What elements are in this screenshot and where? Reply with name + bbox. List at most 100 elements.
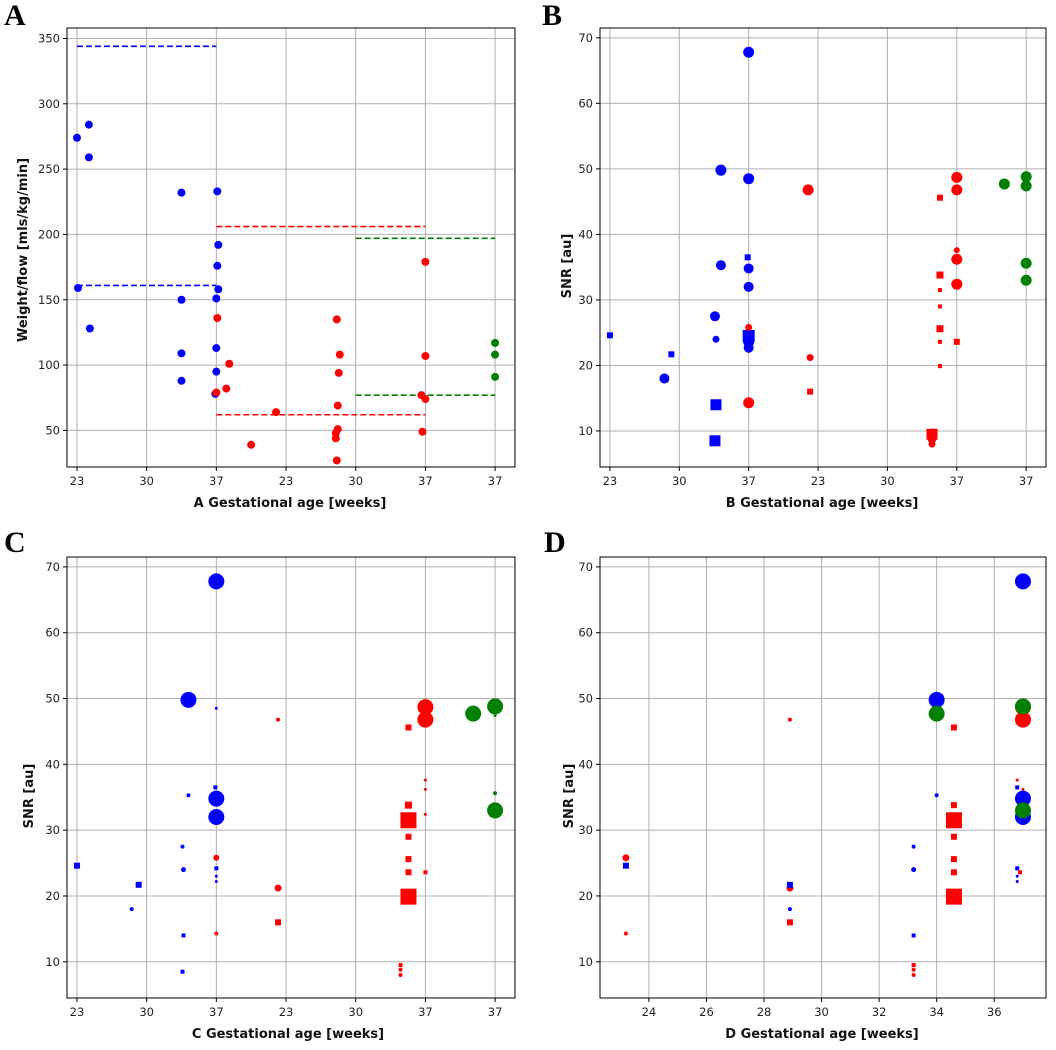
data-point-red bbox=[213, 854, 220, 861]
x-tick-label: 37 bbox=[418, 474, 433, 488]
plot-frame bbox=[599, 556, 1047, 999]
data-point-blue bbox=[606, 332, 613, 339]
y-tick-label: 60 bbox=[578, 626, 593, 640]
y-tick-label: 60 bbox=[45, 626, 60, 640]
y-axis-label: SNR [au] bbox=[560, 234, 575, 299]
data-point-red bbox=[423, 778, 427, 782]
data-point-green bbox=[1020, 274, 1032, 286]
data-point-green bbox=[1020, 257, 1032, 269]
x-axis-label: C Gestational age [weeks] bbox=[192, 1027, 384, 1042]
y-tick-label: 30 bbox=[578, 293, 593, 307]
panel-letter: D bbox=[544, 526, 566, 559]
data-point-green bbox=[493, 714, 497, 718]
data-point-red bbox=[333, 401, 342, 410]
x-tick-label: 30 bbox=[672, 474, 687, 488]
data-point-blue bbox=[180, 969, 185, 974]
x-tick-label: 24 bbox=[642, 1005, 657, 1019]
data-point-blue bbox=[186, 793, 191, 798]
data-point-red bbox=[950, 856, 957, 863]
data-point-red bbox=[400, 888, 417, 905]
data-point-red bbox=[398, 967, 403, 972]
x-tick-label: 36 bbox=[987, 1005, 1002, 1019]
data-point-blue bbox=[84, 120, 93, 129]
data-point-red bbox=[745, 323, 753, 331]
x-tick-label: 28 bbox=[757, 1005, 772, 1019]
data-point-blue bbox=[715, 260, 726, 271]
data-point-green bbox=[465, 705, 482, 722]
y-tick-label: 70 bbox=[578, 560, 593, 574]
y-tick-label: 10 bbox=[578, 955, 593, 969]
panel-c: C C Gestational age [weeks] SNR [au] 10 2… bbox=[4, 526, 516, 1042]
data-point-red bbox=[421, 351, 430, 360]
data-point-red bbox=[335, 350, 344, 359]
x-tick-label: 37 bbox=[488, 1005, 503, 1019]
data-point-green bbox=[1020, 171, 1032, 183]
data-point-red bbox=[787, 717, 792, 722]
x-tick-label: 23 bbox=[603, 474, 618, 488]
y-tick-label: 20 bbox=[578, 358, 593, 372]
y-tick-label: 20 bbox=[45, 889, 60, 903]
x-axis-label: A Gestational age [weeks] bbox=[194, 496, 387, 511]
data-point-red bbox=[247, 440, 256, 449]
panel-d: D D Gestational age [weeks] SNR [au] 10 2… bbox=[544, 526, 1047, 1042]
data-point-blue bbox=[212, 294, 221, 303]
y-tick-label: 50 bbox=[45, 692, 60, 706]
data-point-red bbox=[222, 384, 231, 393]
data-point-blue bbox=[744, 254, 751, 261]
data-point-red bbox=[274, 884, 282, 892]
x-tick-label: 30 bbox=[139, 474, 154, 488]
data-point-red bbox=[417, 711, 434, 728]
x-tick-label: 23 bbox=[279, 474, 294, 488]
y-tick-label: 50 bbox=[578, 692, 593, 706]
data-point-blue bbox=[743, 342, 754, 353]
data-point-green bbox=[1014, 802, 1031, 819]
data-point-green bbox=[928, 705, 945, 722]
data-point-blue bbox=[85, 324, 94, 333]
data-point-red bbox=[950, 833, 957, 840]
data-point-blue bbox=[1015, 785, 1020, 790]
y-axis-label: SNR [au] bbox=[22, 764, 37, 829]
data-point-red bbox=[928, 440, 936, 448]
data-point-blue bbox=[911, 844, 916, 849]
data-point-red bbox=[911, 967, 916, 972]
x-tick-label: 26 bbox=[699, 1005, 714, 1019]
y-tick-label: 40 bbox=[578, 227, 593, 241]
data-point-blue bbox=[180, 844, 185, 849]
data-point-red bbox=[926, 428, 938, 440]
data-point-blue bbox=[180, 867, 186, 873]
data-point-red bbox=[423, 870, 428, 875]
data-point-blue bbox=[1015, 879, 1019, 883]
data-point-green bbox=[487, 698, 504, 715]
data-point-green bbox=[998, 178, 1010, 190]
x-tick-label: 37 bbox=[418, 1005, 433, 1019]
data-point-blue bbox=[911, 867, 917, 873]
data-point-blue bbox=[786, 881, 793, 888]
data-point-blue bbox=[709, 435, 721, 447]
data-point-blue bbox=[214, 866, 219, 871]
data-point-green bbox=[491, 372, 500, 381]
data-point-red bbox=[951, 278, 963, 290]
data-point-blue bbox=[73, 862, 80, 869]
data-point-red bbox=[275, 919, 282, 926]
x-tick-label: 30 bbox=[139, 1005, 154, 1019]
data-point-green bbox=[487, 802, 504, 819]
data-point-red bbox=[405, 869, 412, 876]
data-point-red bbox=[951, 184, 963, 196]
data-point-blue bbox=[743, 263, 754, 274]
data-point-red bbox=[786, 919, 793, 926]
panel-letter: B bbox=[542, 0, 562, 32]
data-point-red bbox=[331, 434, 340, 443]
data-point-green bbox=[491, 338, 500, 347]
data-point-blue bbox=[177, 376, 186, 385]
panel-a: A A Gestational age [weeks] Weight/flow … bbox=[4, 0, 516, 511]
data-point-blue bbox=[214, 874, 218, 878]
data-point-red bbox=[623, 931, 628, 936]
data-point-blue bbox=[208, 790, 225, 807]
panel-letter: C bbox=[4, 526, 26, 559]
data-point-blue bbox=[177, 188, 186, 197]
data-point-red bbox=[1018, 870, 1023, 875]
data-point-blue bbox=[72, 133, 81, 142]
data-point-red bbox=[937, 339, 942, 344]
y-tick-label: 350 bbox=[38, 31, 60, 45]
x-tick-label: 30 bbox=[348, 474, 363, 488]
